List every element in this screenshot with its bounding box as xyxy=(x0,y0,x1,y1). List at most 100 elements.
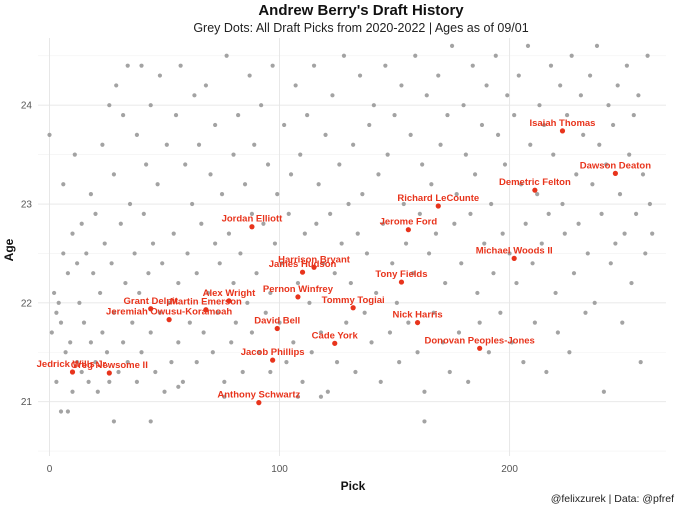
background-point xyxy=(569,53,574,58)
background-point xyxy=(102,241,107,246)
highlight-point xyxy=(295,294,301,300)
chart-caption: @felixzurek | Data: @pfref xyxy=(551,493,674,505)
background-point xyxy=(401,201,406,207)
background-point xyxy=(134,379,140,384)
background-point xyxy=(431,310,436,315)
background-point xyxy=(417,211,422,216)
background-points xyxy=(47,43,655,424)
background-point xyxy=(75,261,80,266)
background-point xyxy=(438,142,443,147)
background-point xyxy=(291,340,296,345)
background-point xyxy=(532,320,537,325)
background-point xyxy=(466,379,471,384)
background-point xyxy=(576,221,581,226)
background-point xyxy=(70,389,75,394)
background-point xyxy=(56,300,61,305)
background-point xyxy=(636,93,641,98)
background-point xyxy=(512,112,517,118)
background-point xyxy=(199,221,204,226)
y-axis-title: Age xyxy=(2,238,16,261)
y-tick-label: 24 xyxy=(21,101,33,112)
background-point xyxy=(413,53,418,58)
highlight-label: Jeremiah Owusu-Koramoah xyxy=(106,307,232,318)
background-point xyxy=(127,201,133,207)
background-point xyxy=(155,182,160,187)
background-point xyxy=(454,192,459,197)
background-point xyxy=(369,340,374,345)
background-point xyxy=(84,251,89,256)
background-point xyxy=(192,93,197,98)
background-point xyxy=(314,221,319,226)
background-point xyxy=(58,320,64,325)
background-point xyxy=(622,231,627,236)
y-tick-label: 23 xyxy=(21,200,33,211)
background-point xyxy=(436,73,441,78)
background-point xyxy=(495,132,501,137)
background-point xyxy=(148,330,153,335)
background-point xyxy=(638,360,643,365)
background-point xyxy=(222,394,227,399)
background-point xyxy=(226,231,232,236)
highlight-label: Anthony Schwartz xyxy=(217,390,300,401)
background-point xyxy=(160,261,165,266)
background-point xyxy=(629,280,634,286)
background-point xyxy=(139,350,144,355)
y-tick-label: 22 xyxy=(21,298,33,309)
background-point xyxy=(551,152,556,157)
background-point xyxy=(236,112,241,118)
background-point xyxy=(206,290,211,296)
highlight-label: Tony Fields xyxy=(375,269,427,280)
background-point xyxy=(132,251,137,256)
background-point xyxy=(650,231,655,236)
highlight-label: Pernon Winfrey xyxy=(263,284,334,295)
background-point xyxy=(58,409,64,414)
background-point xyxy=(610,122,616,128)
background-point xyxy=(75,360,80,365)
background-point xyxy=(268,290,273,296)
background-point xyxy=(302,231,307,236)
background-point xyxy=(507,251,512,256)
background-point xyxy=(68,340,73,345)
background-point xyxy=(249,330,255,335)
background-point xyxy=(277,320,282,325)
highlight-point xyxy=(559,128,566,134)
background-point xyxy=(422,419,427,424)
background-point xyxy=(394,300,399,305)
highlight-point xyxy=(203,307,209,313)
background-point xyxy=(475,290,480,296)
background-point xyxy=(406,320,411,325)
background-point xyxy=(272,241,278,246)
background-point xyxy=(583,310,588,315)
background-point xyxy=(613,241,618,246)
background-point xyxy=(162,389,167,394)
background-point xyxy=(311,63,317,68)
background-point xyxy=(420,162,425,167)
highlight-point xyxy=(511,255,517,261)
background-point xyxy=(215,310,220,315)
background-point xyxy=(330,93,335,98)
background-point xyxy=(491,271,496,276)
background-point xyxy=(187,320,192,325)
highlight-point xyxy=(398,279,405,285)
highlight-point xyxy=(405,227,411,233)
background-point xyxy=(592,300,597,305)
background-point xyxy=(346,201,351,207)
highlighted-points xyxy=(69,128,618,406)
background-point xyxy=(300,379,305,384)
x-tick-label: 100 xyxy=(271,464,288,475)
background-point xyxy=(631,112,636,118)
highlight-point xyxy=(532,187,538,193)
background-point xyxy=(146,271,151,276)
background-point xyxy=(293,83,298,88)
highlight-label: Nick Harris xyxy=(392,310,442,321)
highlight-label: Jedrick Wills Jr. xyxy=(37,359,109,370)
highlight-label: Jordan Elliott xyxy=(222,214,284,225)
background-point xyxy=(93,360,98,365)
highlight-label: Harrison Bryant xyxy=(278,254,351,265)
background-point xyxy=(70,231,75,236)
background-point xyxy=(601,389,606,394)
background-point xyxy=(541,122,547,128)
background-point xyxy=(111,419,117,424)
background-point xyxy=(169,360,174,365)
